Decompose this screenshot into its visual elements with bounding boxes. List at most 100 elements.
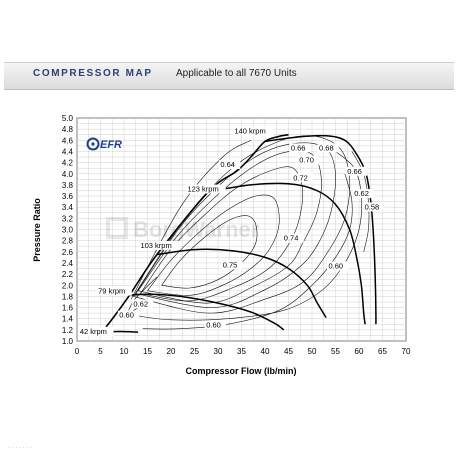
chart-annotation: 0.64: [220, 160, 235, 169]
x-tick-label: 20: [167, 347, 176, 356]
chart-annotation: 0.60: [206, 321, 221, 330]
y-tick-label: 1.4: [62, 315, 74, 324]
annotation-backdrop: [345, 166, 368, 176]
x-tick-label: 70: [402, 347, 411, 356]
chart-annotation: 0.58: [365, 202, 380, 211]
x-tick-label: 40: [261, 347, 270, 356]
watermark-text: BorgWarner: [133, 217, 260, 242]
y-tick-label: 1.6: [62, 304, 74, 313]
x-tick-label: 55: [331, 347, 340, 356]
annotation-backdrop: [317, 143, 339, 153]
y-axis-label: Pressure Ratio: [32, 198, 42, 262]
x-tick-label: 30: [214, 347, 223, 356]
speed-line: [208, 182, 366, 325]
annotation-backdrop: [363, 202, 385, 212]
y-tick-label: 2.2: [62, 270, 74, 279]
efficiency-island: [140, 166, 304, 302]
efficiency-island: [135, 142, 336, 308]
y-tick-label: 3.8: [62, 181, 74, 190]
page-subtitle: Applicable to all 7670 Units: [176, 68, 297, 79]
chart-annotation: 79 krpm: [98, 287, 125, 296]
y-tick-label: 4.6: [62, 136, 74, 145]
efficiency-island: [161, 215, 258, 289]
x-tick-label: 65: [378, 347, 387, 356]
annotation-backdrop: [138, 240, 179, 250]
x-tick-label: 25: [190, 347, 199, 356]
chart-annotation: 0.74: [284, 234, 299, 243]
y-tick-label: 4.0: [62, 170, 74, 179]
x-tick-label: 15: [143, 347, 152, 356]
annotation-backdrop: [232, 126, 273, 136]
x-tick-labels: 0 5 10 15 20 25 30 35 40 45 50 55 60 65 70: [75, 347, 411, 356]
footer-remnant: · · · · · · ·: [8, 445, 32, 451]
efficiency-island: [133, 135, 351, 314]
x-tick-label: 10: [120, 347, 129, 356]
x-tick-label: 60: [355, 347, 364, 356]
page-title: COMPRESSOR MAP: [33, 68, 153, 79]
annotation-backdrop: [204, 320, 227, 330]
efficiency-island: [128, 276, 158, 311]
efficiency-island: [138, 151, 362, 321]
borgwarner-logo-icon: [106, 217, 128, 239]
chart-annotation: 0.60: [119, 311, 134, 320]
speed-line: [156, 248, 327, 318]
chart-annotation: 0.72: [293, 173, 308, 182]
x-tick-label: 45: [284, 347, 293, 356]
chart-annotation: 42 krpm: [80, 327, 107, 336]
annotation-backdrop: [78, 326, 114, 336]
efr-logo-text: EFR: [100, 139, 122, 151]
annotation-backdrop: [185, 184, 226, 194]
annotation-backdrop: [221, 260, 243, 270]
chart-annotation: 123 krpm: [187, 185, 218, 194]
annotation-backdrop: [291, 173, 314, 183]
x-tick-label: 0: [75, 347, 80, 356]
y-tick-label: 5.0: [62, 114, 74, 123]
y-tick-label: 2.6: [62, 248, 74, 257]
y-tick-label: 3.2: [62, 214, 74, 223]
y-tick-label: 1.2: [62, 326, 74, 335]
efficiency-island: [147, 194, 280, 296]
chart-annotation: 0.66: [347, 167, 362, 176]
watermark: BorgWarner: [106, 217, 260, 242]
y-tick-label: 2.4: [62, 259, 74, 268]
turbo-swirl-icon: [86, 137, 100, 151]
efficiency-island: [137, 150, 322, 304]
annotation-backdrop: [218, 160, 241, 170]
annotation-backdrop: [326, 261, 349, 271]
speed-line: [264, 134, 377, 325]
x-tick-label: 50: [308, 347, 317, 356]
annotation-backdrop: [297, 155, 320, 165]
y-tick-label: 4.2: [62, 159, 74, 168]
y-tick-label: 3.0: [62, 226, 74, 235]
chart-annotation: 103 krpm: [140, 241, 171, 250]
surge-line: [102, 133, 289, 332]
chart-annotation: 0.68: [319, 143, 334, 152]
annotations: 140 krpm 123 krpm 103 krpm 79 krpm 42 krpm 0.…: [78, 126, 385, 336]
speed-lines: [100, 134, 377, 333]
x-axis-label: Compressor Flow (lb/min): [185, 366, 296, 376]
y-tick-label: 1.0: [62, 337, 74, 346]
chart-annotation: 0.62: [354, 189, 369, 198]
efficiency-island: [142, 173, 353, 330]
annotation-backdrop: [289, 143, 311, 153]
chart-annotation: 140 krpm: [234, 127, 265, 136]
y-tick-label: 3.4: [62, 203, 74, 212]
x-tick-label: 5: [98, 347, 103, 356]
chart-annotation: 0.70: [299, 156, 314, 165]
x-tick-label: 35: [237, 347, 246, 356]
y-tick-label: 1.8: [62, 292, 74, 301]
y-tick-label: 2.0: [62, 281, 74, 290]
annotation-backdrop: [117, 310, 140, 320]
chart-annotation: 0.60: [328, 262, 343, 271]
efficiency-island: [351, 151, 370, 252]
efr-logo: EFR: [86, 137, 122, 151]
annotation-backdrop: [131, 299, 154, 309]
y-tick-label: 2.8: [62, 237, 74, 246]
annotation-backdrop: [96, 286, 132, 296]
annotation-backdrop: [352, 189, 375, 199]
annotation-backdrop: [282, 233, 304, 243]
y-tick-label: 4.4: [62, 147, 74, 156]
y-tick-label: 4.8: [62, 125, 74, 134]
chart-annotation: 0.66: [291, 143, 306, 152]
